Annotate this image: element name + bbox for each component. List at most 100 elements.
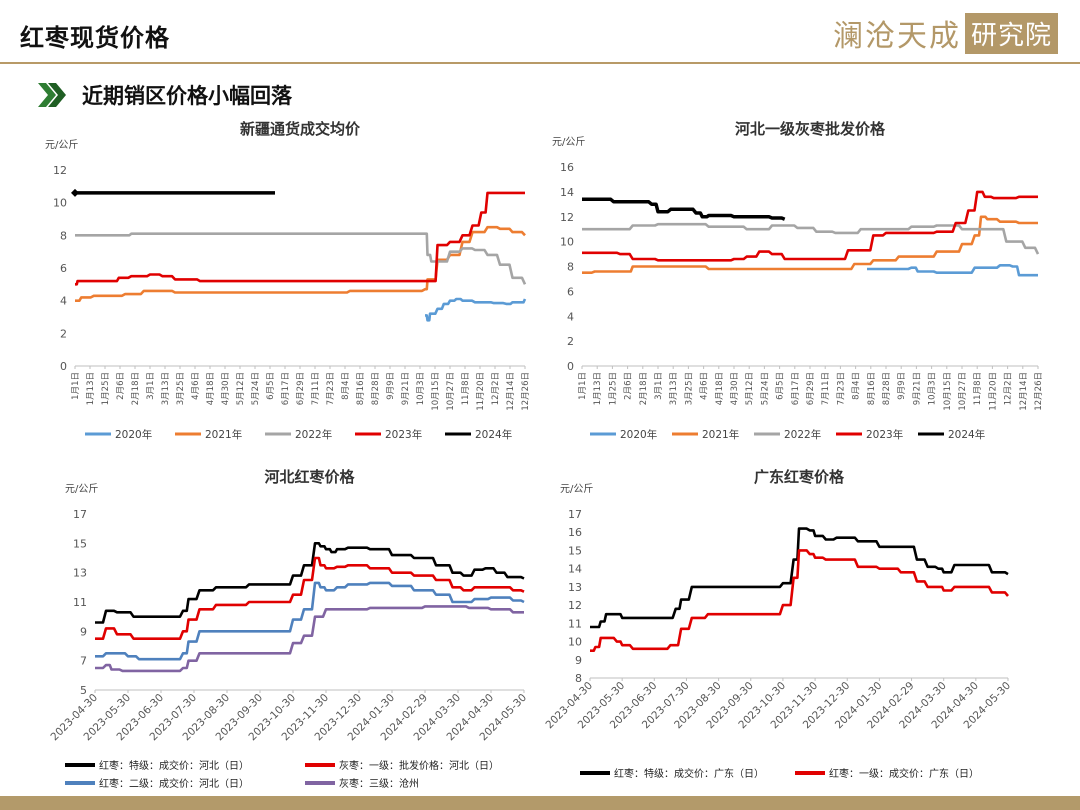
x-tick-label: 4月18日 [206, 372, 216, 405]
y-axis-unit: 元/公斤 [560, 483, 593, 495]
x-tick-label: 8月28日 [882, 372, 892, 405]
x-tick-label: 1月25日 [608, 372, 618, 405]
series-line-3 [582, 190, 1038, 262]
x-tick-label: 7月11日 [311, 372, 321, 405]
y-tick-label: 7 [80, 655, 87, 668]
y-tick-label: 17 [73, 508, 87, 521]
y-tick-label: 11 [568, 617, 582, 630]
brand-name: 澜沧天成 [832, 19, 961, 54]
x-tick-label: 10月27日 [958, 372, 968, 411]
header-divider [0, 62, 1080, 64]
y-tick-label: 4 [567, 310, 574, 323]
y-tick-label: 13 [73, 567, 87, 580]
x-tick-label: 7月23日 [836, 372, 846, 405]
x-tick-label: 3月25日 [176, 372, 186, 405]
legend-label: 2020年 [620, 428, 657, 441]
legend-label: 红枣：特级：成交价：广东（日） [614, 767, 764, 780]
x-tick-label: 9月9日 [897, 372, 907, 400]
x-tick-label: 9月21日 [912, 372, 922, 405]
x-tick-label: 3月1日 [146, 372, 156, 400]
y-tick-label: 12 [568, 599, 582, 612]
y-tick-label: 8 [60, 229, 67, 242]
x-tick-label: 2月6日 [116, 372, 126, 400]
series-line-1 [582, 215, 1038, 274]
brand-box: 研究院 [964, 12, 1058, 54]
x-tick-label: 10月15日 [943, 372, 953, 411]
page-title: 红枣现货价格 [20, 24, 170, 52]
chart-title: 广东红枣价格 [754, 468, 845, 486]
x-tick-label: 6月17日 [281, 372, 291, 405]
chart-title: 新疆通货成交均价 [240, 120, 361, 138]
y-tick-label: 4 [60, 295, 67, 308]
x-tick-label: 8月4日 [341, 372, 351, 400]
x-tick-label: 10月3日 [416, 372, 426, 405]
x-tick-label: 10月27日 [446, 372, 456, 411]
y-tick-label: 2 [60, 327, 67, 340]
x-tick-label: 12月14日 [1019, 372, 1029, 411]
legend-label: 2024年 [475, 428, 512, 441]
series-line-1 [75, 225, 526, 302]
y-tick-label: 6 [567, 285, 574, 298]
x-tick-label: 11月8日 [461, 372, 471, 405]
x-tick-label: 4月6日 [191, 372, 201, 400]
chart-title: 河北一级灰枣批发价格 [735, 120, 886, 138]
x-tick-label: 6月29日 [296, 372, 306, 405]
series-line-0 [425, 297, 527, 322]
x-tick-label: 4月30日 [221, 372, 231, 405]
x-tick-label: 11月20日 [988, 372, 998, 411]
x-tick-label: 2月18日 [639, 372, 649, 405]
x-tick-label: 3月13日 [669, 372, 679, 405]
x-tick-label: 5月12日 [745, 372, 755, 405]
legend-label: 灰枣：三级：沧州 [339, 777, 419, 790]
x-tick-label: 11月20日 [476, 372, 486, 411]
x-tick-label: 3月13日 [161, 372, 171, 405]
x-tick-label: 12月2日 [491, 372, 501, 405]
series-line-3 [75, 191, 525, 286]
chart-hebei-red-dates: 河北红枣价格元/公斤579111315172023-04-302023-05-3… [48, 468, 529, 790]
y-tick-label: 17 [568, 508, 582, 521]
y-tick-label: 14 [568, 563, 582, 576]
x-tick-label: 11月8日 [973, 372, 983, 405]
x-tick-label: 5月12日 [236, 372, 246, 405]
x-tick-label: 9月9日 [386, 372, 396, 400]
x-tick-label: 3月25日 [684, 372, 694, 405]
legend-label: 红枣：特级：成交价：河北（日） [99, 759, 249, 772]
series-line-1 [95, 556, 525, 640]
x-tick-label: 2月18日 [131, 372, 141, 405]
y-tick-label: 15 [568, 544, 582, 557]
series-line-2 [582, 222, 1040, 255]
x-tick-label: 1月1日 [578, 372, 588, 400]
series-line-0 [867, 264, 1038, 277]
y-tick-label: 6 [60, 262, 67, 275]
x-tick-label: 10月15日 [431, 372, 441, 411]
y-tick-label: 13 [568, 581, 582, 594]
x-tick-label: 6月5日 [266, 372, 276, 400]
x-tick-label: 1月13日 [86, 372, 96, 405]
x-tick-label: 8月16日 [356, 372, 366, 405]
brand-logo: 澜沧天成 研究院 [833, 12, 1058, 54]
x-tick-label: 8月4日 [852, 372, 862, 400]
footer-bar [0, 796, 1080, 810]
x-tick-label: 12月26日 [521, 372, 531, 411]
legend-label: 2023年 [866, 428, 903, 441]
series-line-0 [95, 542, 525, 624]
y-tick-label: 5 [80, 684, 87, 697]
y-tick-label: 12 [560, 211, 574, 224]
x-tick-label: 6月17日 [791, 372, 801, 405]
x-tick-label: 5月24日 [251, 372, 261, 405]
x-tick-label: 6月5日 [776, 372, 786, 400]
x-tick-label: 10月3日 [928, 372, 938, 405]
legend-label: 2023年 [385, 428, 422, 441]
chart-title: 河北红枣价格 [264, 468, 355, 486]
series-start-marker [71, 188, 79, 197]
legend-label: 2024年 [948, 428, 985, 441]
section-title: 近期销区价格小幅回落 [82, 84, 292, 108]
x-tick-label: 7月23日 [326, 372, 336, 405]
y-tick-label: 10 [53, 197, 67, 210]
x-tick-label: 8月28日 [371, 372, 381, 405]
legend-label: 2022年 [784, 428, 821, 441]
y-tick-label: 15 [73, 537, 87, 550]
legend-label: 灰枣：一级：批发价格：河北（日） [339, 759, 499, 772]
x-tick-label: 4月30日 [730, 372, 740, 405]
